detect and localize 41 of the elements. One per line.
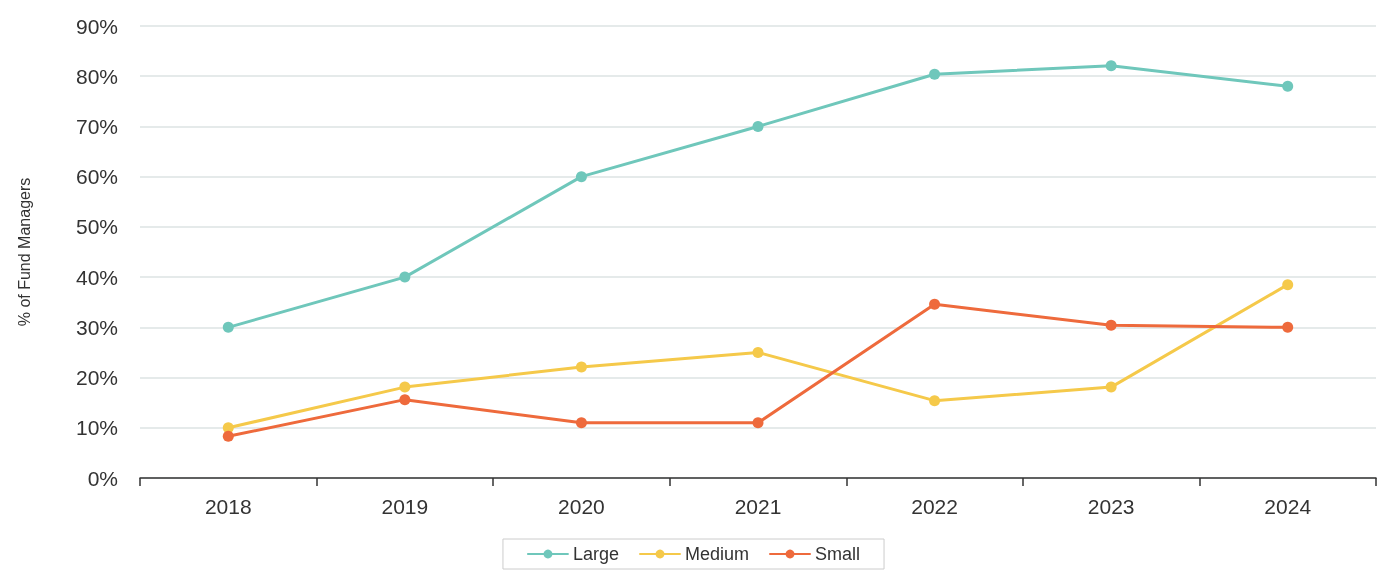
y-tick-label: 0% [87,466,118,490]
point [1282,321,1294,333]
point [929,298,941,310]
x-tick-label: 2024 [1264,495,1312,518]
y-tick-label: 80% [75,64,118,88]
point [1282,80,1294,92]
point [752,120,764,132]
point [1282,279,1294,291]
point [399,381,411,393]
point [575,171,587,183]
y-tick-label: 70% [75,114,118,138]
y-tick-label: 90% [75,14,118,38]
point [399,394,411,406]
point [752,417,764,429]
legend-label: Small [815,544,861,564]
y-tick-label: 30% [75,315,118,339]
y-tick-label: 60% [75,165,118,189]
point [575,361,587,373]
y-tick-label: 20% [75,366,118,390]
y-axis-title: % of Fund Managers [15,177,33,327]
y-tick-label: 50% [75,215,118,239]
point [1105,381,1117,393]
point [1105,319,1117,331]
x-tick-label: 2020 [558,495,605,518]
point [1105,60,1117,72]
point [752,346,764,358]
point [399,271,411,283]
y-tick-label: 40% [75,265,118,289]
x-tick-label: 2023 [1087,495,1135,518]
legend-label: Large [572,544,620,564]
legend-label: Medium [685,544,750,564]
point [929,68,941,80]
point [575,417,587,429]
point [929,395,941,407]
point [222,430,234,442]
x-tick-label: 2018 [204,495,252,518]
y-tick-label: 10% [75,416,118,440]
x-tick-label: 2022 [911,495,958,518]
x-tick-label: 2019 [381,495,429,518]
x-tick-label: 2021 [734,495,782,518]
point [222,321,234,333]
